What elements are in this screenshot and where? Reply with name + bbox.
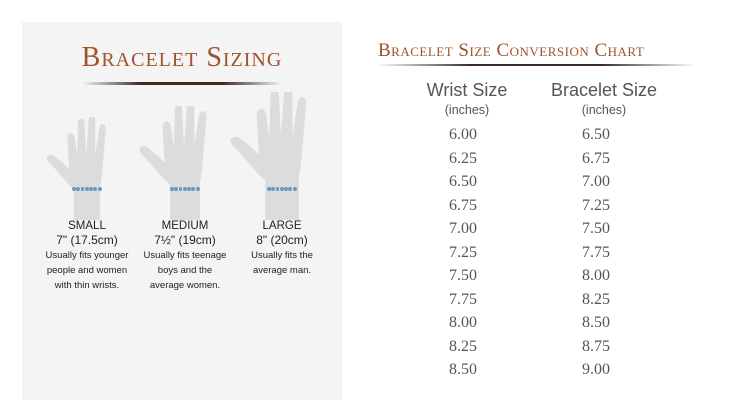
- bead: [97, 187, 102, 191]
- size-name: LARGE: [262, 220, 302, 232]
- column-unit: (inches): [581, 103, 627, 117]
- bead: [84, 187, 89, 191]
- bracelet-size-cell: 8.25: [582, 290, 610, 308]
- bracelet-sizing-panel: Bracelet Sizing SMALL 7" (17.5cm) Usually …: [22, 22, 342, 400]
- bead: [279, 187, 284, 191]
- wrist-size-cell: 6.50: [449, 173, 477, 190]
- bead: [271, 187, 276, 191]
- wrist-size-cell: 8.25: [449, 337, 477, 355]
- wrist-size-cell: 6.00: [449, 126, 477, 143]
- column-header: Bracelet Size: [550, 80, 658, 100]
- bracelet-size-cell: 7.50: [582, 220, 610, 237]
- wrist-size-cell: 8.00: [449, 314, 477, 331]
- bead: [93, 187, 98, 191]
- size-description-line: average man.: [252, 265, 312, 276]
- bracelet-size-cell: 9.00: [582, 361, 610, 378]
- conversion-chart-title: Bracelet Size Conversion Chart: [378, 40, 645, 61]
- bead: [182, 187, 187, 191]
- wrist-size-cell: 7.50: [449, 267, 477, 284]
- size-measure: 7½" (19cm): [154, 233, 216, 247]
- hand-illustration: [130, 100, 240, 225]
- size-name: MEDIUM: [161, 220, 209, 232]
- bead: [170, 187, 174, 191]
- size-name: SMALL: [68, 220, 106, 232]
- bead: [195, 187, 200, 191]
- bracelet-size-cell: 8.50: [582, 314, 610, 331]
- bead: [288, 187, 293, 191]
- size-measure: 8" (20cm): [256, 233, 308, 247]
- bracelet-size-cell: 8.00: [582, 267, 610, 284]
- bracelet-beads: [72, 187, 102, 191]
- bracelet-beads: [170, 187, 200, 191]
- wrist-size-cell: 6.25: [449, 149, 477, 167]
- column-header: Wrist Size: [426, 80, 508, 100]
- bead: [178, 187, 183, 191]
- wrist-size-cell: 8.50: [449, 361, 477, 378]
- bracelet-size-cell: 6.75: [582, 149, 610, 167]
- wrist-size-cell: 7.00: [449, 220, 477, 237]
- wrist-size-cell: 7.75: [449, 290, 477, 308]
- bead: [174, 187, 179, 191]
- bead: [187, 187, 192, 191]
- bracelet-size-cell: 8.75: [582, 337, 610, 355]
- size-description-line: with thin wrists.: [54, 280, 120, 291]
- bead: [292, 187, 297, 191]
- wrist-size-header: Wrist Size (inches): [397, 80, 537, 117]
- bracelet-size-cell: 7.25: [582, 196, 610, 214]
- bracelet-size-header: Bracelet Size (inches): [534, 80, 674, 117]
- bead: [89, 187, 94, 191]
- wrist-size-cell: 6.75: [449, 196, 477, 214]
- bracelet-size-cell: 7.75: [582, 243, 610, 261]
- bracelet-size-cell: 6.50: [582, 126, 610, 143]
- size-description-line: average women.: [149, 280, 221, 291]
- bead: [284, 187, 289, 191]
- wrist-size-cell: 7.25: [449, 243, 477, 261]
- bracelet-beads: [267, 187, 297, 191]
- column-unit: (inches): [444, 103, 490, 117]
- bead: [275, 187, 280, 191]
- size-description-line: Usually fits the: [251, 250, 313, 261]
- size-medium: MEDIUM 7½" (19cm) Usually fits teenage boys…: [130, 220, 240, 293]
- size-description-line: Usually fits teenage: [143, 250, 227, 261]
- bead: [267, 187, 271, 191]
- size-description-line: Usually fits younger: [45, 250, 129, 261]
- chart-title-underline: [376, 64, 696, 66]
- size-measure: 7" (17.5cm): [56, 233, 118, 247]
- size-description-line: boys and the: [157, 265, 213, 276]
- size-large: LARGE 8" (20cm) Usually fits the average ma…: [227, 220, 337, 278]
- hand-illustration: [32, 115, 142, 225]
- sizing-title: Bracelet Sizing: [81, 42, 283, 73]
- bracelet-size-cell: 7.00: [582, 173, 610, 190]
- hand-illustration: [227, 85, 337, 225]
- title-underline: [82, 82, 282, 85]
- bead: [76, 187, 81, 191]
- size-description-line: people and women: [46, 265, 128, 276]
- bead: [80, 187, 85, 191]
- bead: [191, 187, 196, 191]
- size-small: SMALL 7" (17.5cm) Usually fits younger peop…: [32, 220, 142, 293]
- bead: [72, 187, 76, 191]
